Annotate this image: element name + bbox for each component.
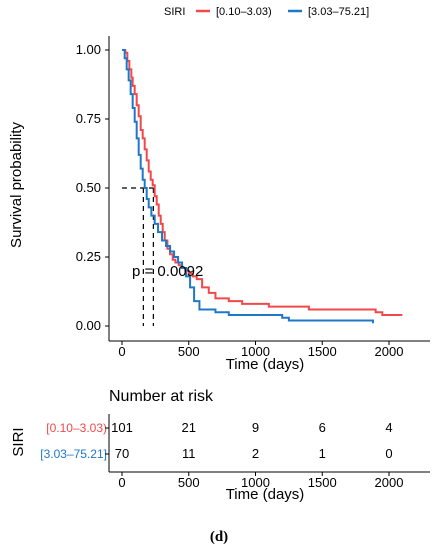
risk-cells: 101 21 9 6 470 11 2 1 0 xyxy=(105,420,393,461)
x-ticks: 0 500 1000 1500 2000 xyxy=(118,341,403,359)
risk-cell: 6 xyxy=(319,420,326,435)
risk-table-ylabel: SIRI xyxy=(10,427,27,456)
risk-x-tick-label: 1000 xyxy=(241,475,270,490)
risk-cell: 101 xyxy=(111,420,133,435)
risk-x-tick-label: 0 xyxy=(118,475,125,490)
p-value-label: p = 0.0092 xyxy=(132,263,203,280)
legend-entry-group2: [3.03–75.21] xyxy=(308,6,369,18)
x-tick-label: 1500 xyxy=(308,344,337,359)
risk-row-label-group1: [0.10–3.03) xyxy=(46,421,107,435)
risk-cell: 70 xyxy=(115,446,129,461)
x-tick-label: 2000 xyxy=(375,344,404,359)
legend-entry-group1: [0.10–3.03) xyxy=(216,6,272,18)
risk-x-tick-label: 1500 xyxy=(308,475,337,490)
risk-x-axis-title: Time (days) xyxy=(226,486,305,503)
survival-plot: Survival probability 0.00 0.25 0.50 0.75 1.0… xyxy=(8,36,430,373)
y-tick-label: 0.00 xyxy=(76,318,101,333)
x-axis-title: Time (days) xyxy=(226,356,305,373)
risk-x-tick-label: 500 xyxy=(178,475,200,490)
legend-title: SIRI xyxy=(164,6,185,18)
y-axis-title: Survival probability xyxy=(8,122,25,248)
panel-caption: (d) xyxy=(210,529,228,545)
risk-cell: 11 xyxy=(182,446,196,461)
risk-cell: 4 xyxy=(385,420,392,435)
risk-cell: 2 xyxy=(252,446,259,461)
risk-cell: 9 xyxy=(252,420,259,435)
y-ticks: 0.00 0.25 0.50 0.75 1.00 xyxy=(76,42,109,333)
risk-table: Number at risk SIRI [0.10–3.03) [3.03–75… xyxy=(10,388,430,503)
risk-cell: 0 xyxy=(385,446,392,461)
y-tick-label: 1.00 xyxy=(76,42,101,57)
x-tick-label: 0 xyxy=(118,344,125,359)
legend: SIRI [0.10–3.03) [3.03–75.21] xyxy=(164,6,369,18)
x-tick-label: 1000 xyxy=(241,344,270,359)
y-tick-label: 0.25 xyxy=(76,249,101,264)
risk-cell: 21 xyxy=(182,420,196,435)
risk-x-tick-label: 2000 xyxy=(375,475,404,490)
risk-cell: 1 xyxy=(319,446,326,461)
median-survival-lines xyxy=(122,187,154,326)
risk-table-title: Number at risk xyxy=(109,388,214,405)
survival-curve-group2 xyxy=(122,49,374,324)
y-tick-label: 0.75 xyxy=(76,111,101,126)
risk-row-label-group2: [3.03–75.21] xyxy=(40,447,107,461)
y-tick-label: 0.50 xyxy=(76,180,101,195)
risk-x-ticks: 0 500 1000 1500 2000 xyxy=(118,472,403,490)
x-tick-label: 500 xyxy=(178,344,200,359)
